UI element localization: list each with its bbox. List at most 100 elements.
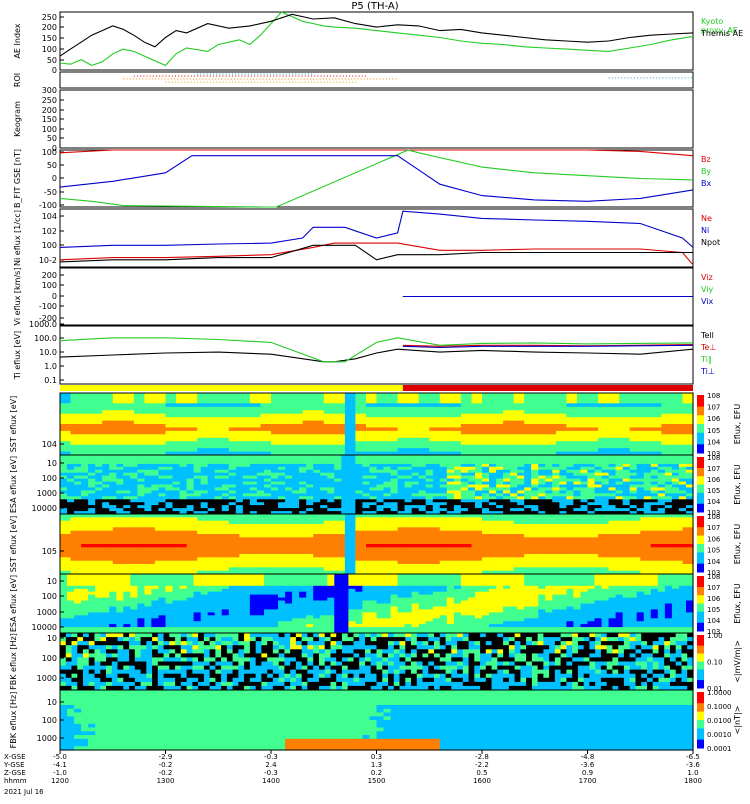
heat-cell — [186, 627, 195, 631]
heat-cell — [214, 466, 223, 471]
heat-cell — [460, 534, 473, 538]
heat-cell — [137, 472, 145, 477]
heat-cell — [193, 499, 202, 503]
heat-cell — [133, 527, 146, 532]
heat-cell — [348, 457, 356, 462]
heat-cell — [482, 424, 494, 428]
heat-cell — [144, 499, 152, 503]
heat-cell — [587, 490, 596, 494]
heat-cell — [179, 597, 188, 602]
heat-cell — [531, 472, 539, 477]
heat-cell — [408, 567, 420, 572]
heat-cell — [60, 615, 68, 619]
heat-cell — [228, 600, 237, 605]
heat-cell — [524, 406, 536, 411]
heat-cell — [425, 487, 434, 491]
heat-cell — [306, 621, 314, 625]
heat-cell — [587, 537, 599, 542]
heat-cell — [95, 490, 103, 494]
heat-cell — [112, 424, 124, 428]
heat-cell — [496, 475, 504, 480]
heat-cell — [460, 530, 473, 535]
heat-cell — [411, 457, 420, 462]
heat-cell — [323, 530, 335, 535]
heat-cell — [151, 615, 159, 619]
heat-cell — [154, 410, 167, 415]
heat-cell — [383, 481, 392, 486]
heat-cell — [116, 597, 124, 602]
heat-cell — [60, 484, 68, 489]
heat-cell — [383, 511, 392, 515]
heat-cell — [193, 508, 202, 512]
heat-cell — [418, 530, 430, 535]
heat-cell — [102, 624, 110, 628]
heat-cell — [678, 469, 687, 474]
heat-cell — [313, 570, 325, 575]
heat-cell — [344, 437, 357, 442]
heat-cell — [218, 540, 230, 545]
heat-cell — [102, 550, 114, 555]
heat-cell — [682, 417, 694, 422]
heat-cell — [640, 403, 652, 408]
heat-cell — [292, 499, 300, 503]
heat-cell — [144, 567, 156, 572]
heat-cell — [636, 466, 645, 471]
heat-cell — [439, 413, 451, 418]
heat-cell — [102, 403, 114, 408]
heat-cell — [615, 496, 624, 500]
heat-cell — [200, 591, 209, 596]
heat-cell — [387, 534, 399, 538]
heat-cell — [608, 496, 617, 500]
heat-cell — [165, 457, 174, 462]
heat-cell — [144, 570, 156, 575]
heat-cell — [249, 441, 262, 446]
heat-cell — [467, 472, 476, 477]
heat-cell — [608, 469, 617, 474]
heat-cell — [260, 417, 272, 422]
heat-cell — [344, 527, 357, 532]
heat-cell — [344, 413, 357, 418]
heat-cell — [320, 621, 328, 625]
heat-cell — [671, 466, 680, 471]
heat-cell — [218, 396, 230, 401]
heat-cell — [278, 600, 286, 605]
heat-cell — [123, 615, 131, 619]
heat-cell — [482, 396, 494, 401]
heat-cell — [112, 567, 124, 572]
heat-cell — [70, 430, 82, 435]
heat-cell — [292, 600, 300, 605]
heat-cell — [133, 514, 146, 518]
heat-cell — [88, 463, 96, 468]
heat-cell — [418, 588, 427, 593]
heat-cell — [172, 624, 181, 628]
heat-cell — [91, 530, 103, 535]
heat-cell — [334, 508, 342, 512]
heat-cell — [271, 621, 279, 625]
heat-cell — [200, 455, 209, 459]
heat-cell — [176, 540, 188, 545]
heat-cell — [577, 514, 589, 518]
heat-cell — [186, 624, 195, 628]
heat-cell — [629, 475, 638, 480]
heat-cell — [555, 441, 568, 446]
heat-cell — [460, 570, 473, 575]
heat-cell — [102, 537, 114, 542]
heat-cell — [323, 406, 335, 411]
heat-cell — [671, 424, 684, 428]
heat-cell — [60, 455, 68, 459]
heat-cell — [418, 437, 430, 442]
heat-cell — [418, 550, 430, 555]
heat-cell — [165, 434, 177, 439]
heat-cell — [158, 615, 167, 619]
heat-cell — [397, 540, 409, 545]
heat-cell — [271, 393, 283, 397]
heat-cell — [577, 444, 589, 449]
heat-cell — [671, 478, 680, 483]
heat-cell — [200, 609, 209, 613]
heat-cell — [601, 496, 610, 500]
heat-cell — [158, 624, 167, 628]
heat-cell — [172, 487, 181, 491]
heat-cell — [116, 478, 124, 483]
heat-cell — [278, 588, 286, 593]
heat-cell — [566, 514, 578, 518]
